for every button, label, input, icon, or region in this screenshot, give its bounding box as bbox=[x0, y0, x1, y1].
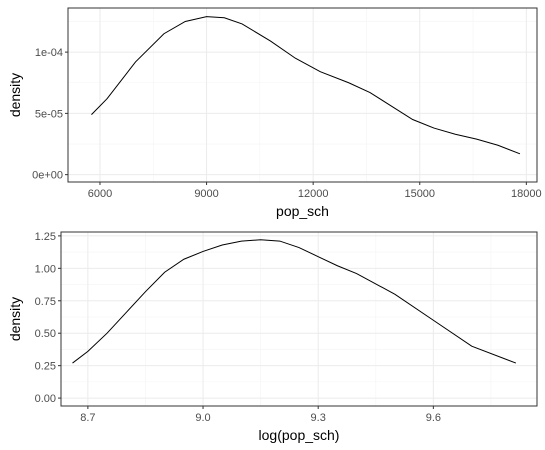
top-plot-area bbox=[68, 8, 537, 182]
bottom-y-tick-label: 1.25 bbox=[35, 231, 56, 243]
top-y-tick-label: 5e-05 bbox=[35, 108, 63, 120]
top-y-axis-title: density bbox=[7, 73, 23, 117]
bottom-y-axis-title: density bbox=[7, 297, 23, 341]
bottom-y-tick-label: 0.75 bbox=[35, 296, 56, 308]
bottom-x-tick-label: 9.3 bbox=[311, 412, 326, 424]
top-x-tick-label: 18000 bbox=[511, 188, 542, 200]
top-x-tick-label: 12000 bbox=[298, 188, 329, 200]
bottom-x-tick-label: 9.6 bbox=[426, 412, 441, 424]
chart-bottom: 8.7 9.0 9.3 9.6 0.00 0.25 0.50 0.75 1.00 1.25 log(… bbox=[7, 231, 538, 443]
bottom-panel-border bbox=[60, 231, 538, 407]
top-x-axis-title: pop_sch bbox=[276, 203, 329, 219]
top-y-tick-label: 0e+00 bbox=[32, 170, 63, 182]
bottom-x-tick-label: 9.0 bbox=[195, 412, 210, 424]
chart-top: 6000 9000 12000 15000 18000 0e+00 5e-05 1e-04 po… bbox=[7, 7, 542, 219]
bottom-y-tick-label: 0.50 bbox=[35, 328, 56, 340]
bottom-x-axis-title: log(pop_sch) bbox=[259, 427, 340, 443]
top-density-line bbox=[91, 16, 521, 155]
bottom-plot-area bbox=[61, 232, 537, 406]
bottom-density-line bbox=[72, 239, 517, 364]
bottom-y-tick-label: 1.00 bbox=[35, 263, 56, 275]
bottom-y-tick-label: 0.00 bbox=[35, 393, 56, 405]
top-y-tick-label: 1e-04 bbox=[35, 47, 63, 59]
top-panel-border bbox=[67, 7, 538, 183]
bottom-x-tick-label: 8.7 bbox=[80, 412, 95, 424]
bottom-y-tick-label: 0.25 bbox=[35, 361, 56, 373]
top-x-tick-label: 15000 bbox=[404, 188, 435, 200]
top-x-tick-label: 6000 bbox=[88, 188, 112, 200]
top-x-tick-label: 9000 bbox=[194, 188, 218, 200]
